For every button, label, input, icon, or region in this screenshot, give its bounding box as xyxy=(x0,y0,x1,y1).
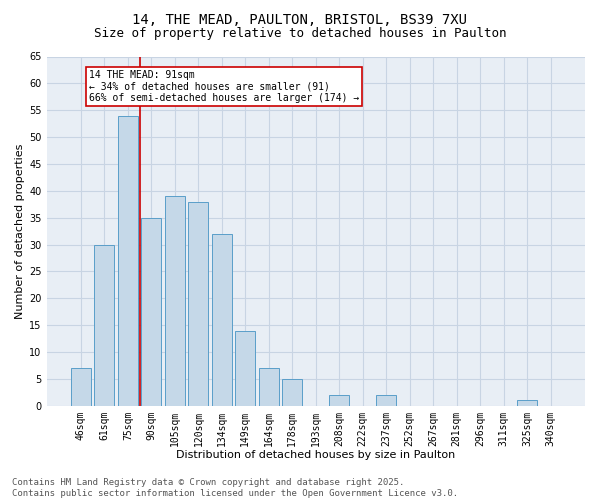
Y-axis label: Number of detached properties: Number of detached properties xyxy=(15,144,25,319)
X-axis label: Distribution of detached houses by size in Paulton: Distribution of detached houses by size … xyxy=(176,450,455,460)
Bar xyxy=(71,368,91,406)
Text: 14, THE MEAD, PAULTON, BRISTOL, BS39 7XU: 14, THE MEAD, PAULTON, BRISTOL, BS39 7XU xyxy=(133,12,467,26)
Bar xyxy=(329,395,349,406)
Bar xyxy=(376,395,396,406)
Bar xyxy=(165,196,185,406)
Text: 14 THE MEAD: 91sqm
← 34% of detached houses are smaller (91)
66% of semi-detache: 14 THE MEAD: 91sqm ← 34% of detached hou… xyxy=(89,70,359,103)
Text: Contains HM Land Registry data © Crown copyright and database right 2025.
Contai: Contains HM Land Registry data © Crown c… xyxy=(12,478,458,498)
Bar xyxy=(235,330,256,406)
Bar xyxy=(259,368,279,406)
Bar xyxy=(517,400,537,406)
Bar xyxy=(212,234,232,406)
Text: Size of property relative to detached houses in Paulton: Size of property relative to detached ho… xyxy=(94,28,506,40)
Bar xyxy=(188,202,208,406)
Bar xyxy=(142,218,161,406)
Bar xyxy=(118,116,138,406)
Bar xyxy=(94,244,115,406)
Bar xyxy=(283,379,302,406)
